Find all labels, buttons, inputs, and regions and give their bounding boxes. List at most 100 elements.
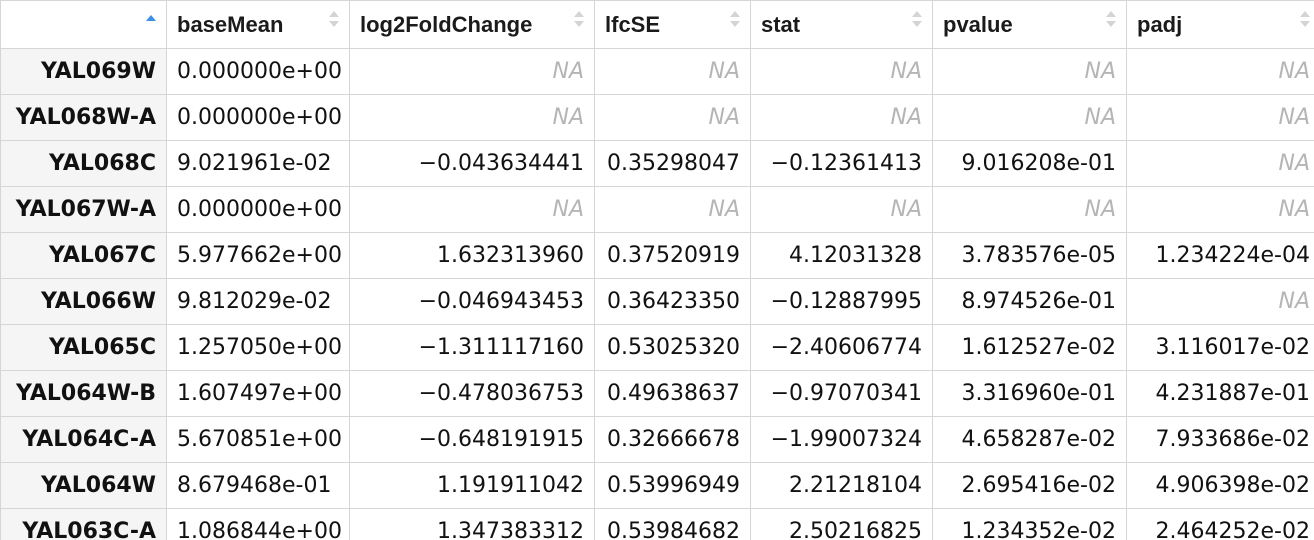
table-cell-padj: 3.116017e-02 <box>1126 324 1314 371</box>
table-cell-lfcse: 0.37520919 <box>594 232 751 279</box>
table-cell-padj: 4.906398e-02 <box>1126 462 1314 509</box>
table-cell-basemean: 1.086844e+00 <box>166 508 350 540</box>
table-cell-lfcse: 0.49638637 <box>594 370 751 417</box>
row-name: YAL063C-A <box>0 508 167 540</box>
table-row: YAL064W 8.679468e-01 1.191911042 0.53996949… <box>0 462 1314 509</box>
table-cell-padj: NA <box>1126 186 1314 233</box>
table-cell-padj: 1.234224e-04 <box>1126 232 1314 279</box>
table-cell-padj: NA <box>1126 94 1314 141</box>
column-header-padj[interactable]: padj <box>1126 0 1314 49</box>
row-name: YAL067W-A <box>0 186 167 233</box>
column-header-log2foldchange[interactable]: log2FoldChange <box>349 0 595 49</box>
table-cell-pvalue: 1.234352e-02 <box>932 508 1127 540</box>
table-cell-log2foldchange: NA <box>349 186 595 233</box>
column-header-label: stat <box>761 11 801 37</box>
sort-icon[interactable] <box>574 11 584 33</box>
row-name: YAL065C <box>0 324 167 371</box>
row-name: YAL069W <box>0 48 167 95</box>
table-cell-padj: NA <box>1126 278 1314 325</box>
table-cell-padj: 4.231887e-01 <box>1126 370 1314 417</box>
sort-icon[interactable] <box>730 11 740 33</box>
row-name: YAL067C <box>0 232 167 279</box>
column-header-rownames[interactable] <box>0 0 167 49</box>
table-row: YAL069W 0.000000e+00 NA NA NA NA NA <box>0 48 1314 95</box>
column-header-basemean[interactable]: baseMean <box>166 0 350 49</box>
table-cell-lfcse: 0.53996949 <box>594 462 751 509</box>
table-cell-pvalue: 8.974526e-01 <box>932 278 1127 325</box>
table-row: YAL066W 9.812029e-02 −0.046943453 0.3642335… <box>0 278 1314 325</box>
sort-icon[interactable] <box>912 11 922 33</box>
column-header-pvalue[interactable]: pvalue <box>932 0 1127 49</box>
table-cell-stat: NA <box>750 48 933 95</box>
table-row: YAL063C-A 1.086844e+00 1.347383312 0.539846… <box>0 508 1314 540</box>
table-cell-log2foldchange: 1.347383312 <box>349 508 595 540</box>
table-cell-pvalue: 9.016208e-01 <box>932 140 1127 187</box>
sort-icon[interactable] <box>1300 11 1310 33</box>
table-cell-pvalue: 4.658287e-02 <box>932 416 1127 463</box>
table-cell-pvalue: NA <box>932 48 1127 95</box>
table-cell-basemean: 5.670851e+00 <box>166 416 350 463</box>
table-row: YAL065C 1.257050e+00 −1.311117160 0.5302532… <box>0 324 1314 371</box>
table-cell-padj: 2.464252e-02 <box>1126 508 1314 540</box>
table-cell-padj: NA <box>1126 140 1314 187</box>
column-header-lfcse[interactable]: lfcSE <box>594 0 751 49</box>
column-header-label: log2FoldChange <box>360 11 533 37</box>
table-cell-basemean: 9.021961e-02 <box>166 140 350 187</box>
table-cell-log2foldchange: −0.478036753 <box>349 370 595 417</box>
table-cell-log2foldchange: 1.632313960 <box>349 232 595 279</box>
table-cell-log2foldchange: −0.046943453 <box>349 278 595 325</box>
table-cell-basemean: 5.977662e+00 <box>166 232 350 279</box>
sort-ascending-icon[interactable] <box>146 11 156 33</box>
table-body: YAL069W 0.000000e+00 NA NA NA NA NA YAL068W-A 0.… <box>0 48 1314 540</box>
table-cell-lfcse: 0.36423350 <box>594 278 751 325</box>
table-cell-basemean: 1.607497e+00 <box>166 370 350 417</box>
table-cell-basemean: 0.000000e+00 <box>166 186 350 233</box>
table-row: YAL067W-A 0.000000e+00 NA NA NA NA NA <box>0 186 1314 233</box>
table-cell-stat: −0.12361413 <box>750 140 933 187</box>
row-name: YAL064C-A <box>0 416 167 463</box>
column-header-label: padj <box>1137 11 1183 37</box>
table-row: YAL067C 5.977662e+00 1.632313960 0.37520919… <box>0 232 1314 279</box>
table-cell-basemean: 0.000000e+00 <box>166 48 350 95</box>
table-row: YAL064C-A 5.670851e+00 −0.648191915 0.32666… <box>0 416 1314 463</box>
column-header-stat[interactable]: stat <box>750 0 933 49</box>
table-cell-basemean: 9.812029e-02 <box>166 278 350 325</box>
table-cell-stat: 2.50216825 <box>750 508 933 540</box>
table-cell-pvalue: NA <box>932 186 1127 233</box>
column-header-label: baseMean <box>177 11 284 37</box>
table-cell-lfcse: NA <box>594 186 751 233</box>
table-cell-pvalue: 3.316960e-01 <box>932 370 1127 417</box>
table-cell-log2foldchange: NA <box>349 94 595 141</box>
row-name: YAL068C <box>0 140 167 187</box>
table-cell-pvalue: 2.695416e-02 <box>932 462 1127 509</box>
table-cell-lfcse: 0.32666678 <box>594 416 751 463</box>
table-cell-stat: 4.12031328 <box>750 232 933 279</box>
sort-icon[interactable] <box>1106 11 1116 33</box>
table-cell-stat: −2.40606774 <box>750 324 933 371</box>
table-cell-log2foldchange: NA <box>349 48 595 95</box>
table-cell-stat: NA <box>750 94 933 141</box>
table-cell-stat: −0.12887995 <box>750 278 933 325</box>
table-cell-log2foldchange: −1.311117160 <box>349 324 595 371</box>
table-cell-padj: 7.933686e-02 <box>1126 416 1314 463</box>
table-cell-lfcse: NA <box>594 94 751 141</box>
table-cell-log2foldchange: −0.648191915 <box>349 416 595 463</box>
table-cell-stat: NA <box>750 186 933 233</box>
table-cell-basemean: 8.679468e-01 <box>166 462 350 509</box>
table-cell-padj: NA <box>1126 48 1314 95</box>
sort-icon[interactable] <box>329 11 339 33</box>
table-cell-log2foldchange: 1.191911042 <box>349 462 595 509</box>
row-name: YAL064W <box>0 462 167 509</box>
table-cell-lfcse: 0.53984682 <box>594 508 751 540</box>
table-cell-lfcse: 0.53025320 <box>594 324 751 371</box>
table-row: YAL068C 9.021961e-02 −0.043634441 0.3529804… <box>0 140 1314 187</box>
column-header-label: lfcSE <box>605 11 661 37</box>
table-cell-stat: 2.21218104 <box>750 462 933 509</box>
table-cell-basemean: 0.000000e+00 <box>166 94 350 141</box>
table-cell-log2foldchange: −0.043634441 <box>349 140 595 187</box>
row-name: YAL068W-A <box>0 94 167 141</box>
table-cell-pvalue: NA <box>932 94 1127 141</box>
column-header-label: pvalue <box>943 11 1013 37</box>
